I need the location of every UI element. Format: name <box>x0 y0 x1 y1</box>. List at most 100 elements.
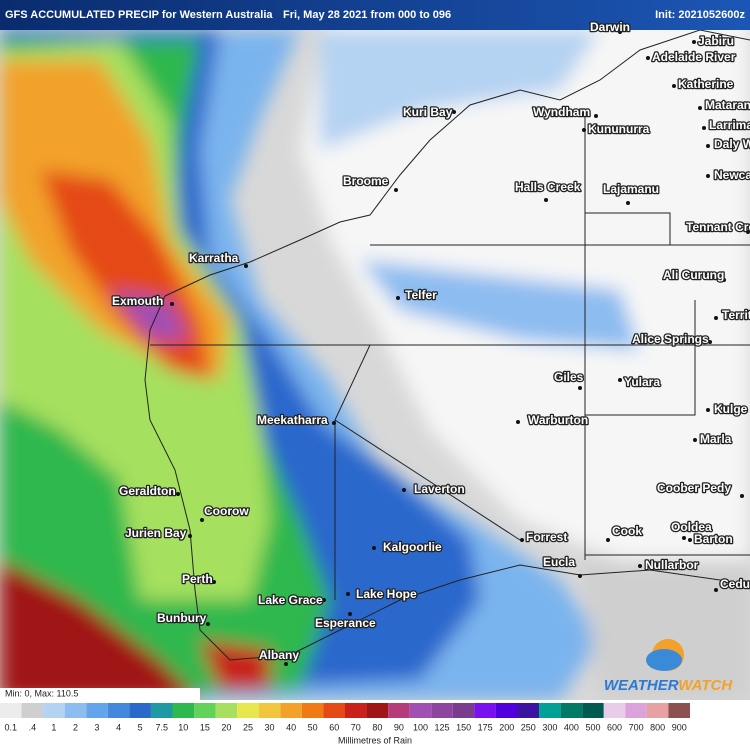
colorbar-title: Millimetres of Rain <box>338 735 412 745</box>
colorbar-label: 30 <box>265 722 275 732</box>
place-dot <box>200 518 204 522</box>
color-swatch <box>517 703 540 718</box>
place-dot <box>372 546 376 550</box>
place-label: Kununurra <box>588 122 650 136</box>
logo-text: WEATHERWATCH <box>604 677 733 694</box>
colorbar-label: 50 <box>308 722 318 732</box>
place-label: Ceduna <box>720 577 750 591</box>
colorbar-label: 40 <box>286 722 296 732</box>
place-label: Larrima <box>709 118 750 132</box>
place-label: Yulara <box>624 375 660 389</box>
colorbar-label: 3 <box>95 722 100 732</box>
place-dot <box>714 316 718 320</box>
colorbar-label: 7.5 <box>155 722 168 732</box>
color-swatch <box>560 703 583 718</box>
colorbar-label: 500 <box>585 722 600 732</box>
color-swatch <box>539 703 561 718</box>
header-bar <box>0 0 750 30</box>
place-label: Darwin <box>590 20 630 34</box>
place-label: Coober Pedy <box>657 481 731 495</box>
place-dot <box>346 592 350 596</box>
place-dot <box>672 84 676 88</box>
color-swatch <box>452 703 475 718</box>
place-dot <box>402 488 406 492</box>
place-dot <box>702 126 706 130</box>
color-swatch <box>323 703 345 718</box>
place-dot <box>714 588 718 592</box>
color-swatch <box>86 703 108 718</box>
color-swatch <box>21 703 44 718</box>
place-label: Giles <box>554 370 584 384</box>
colorbar-label: 5 <box>138 722 143 732</box>
color-swatch <box>409 703 432 718</box>
place-dot <box>692 40 696 44</box>
place-label: Kalgoorlie <box>383 540 442 554</box>
place-dot <box>706 408 710 412</box>
place-dot <box>170 302 174 306</box>
color-swatch <box>625 703 647 718</box>
place-dot <box>594 114 598 118</box>
color-swatch <box>603 703 626 718</box>
color-swatch <box>345 703 367 718</box>
place-label: Broome <box>343 174 389 188</box>
colorbar-label: 1 <box>51 722 56 732</box>
place-label: Adelaide River <box>652 50 736 64</box>
colorbar-label: .4 <box>29 722 37 732</box>
color-swatch <box>107 703 130 718</box>
place-label: Wyndham <box>533 105 590 119</box>
color-swatch <box>172 703 195 718</box>
logo-part: WATCH <box>678 677 733 694</box>
colorbar-label: 200 <box>499 722 514 732</box>
min-max: Min: 0, Max: 110.5 <box>5 688 78 698</box>
place-dot <box>582 128 586 132</box>
place-label: Tennant Creek <box>686 220 750 234</box>
run-period: Fri, May 28 2021 from 000 to 096 <box>283 9 451 21</box>
place-label: Kulge <box>714 402 748 416</box>
colorbar-label: 175 <box>478 722 493 732</box>
colorbar-label: 900 <box>672 722 687 732</box>
init-time: Init: 2021052600z <box>655 9 745 21</box>
place-label: Coorow <box>204 504 249 518</box>
place-dot <box>698 106 702 110</box>
color-swatch <box>258 703 281 718</box>
place-label: Lajamanu <box>603 182 659 196</box>
place-dot <box>332 421 336 425</box>
place-label: Lake Grace <box>258 593 323 607</box>
color-swatch <box>431 703 453 718</box>
color-swatch <box>129 703 151 718</box>
place-label: Territ <box>722 308 750 322</box>
place-dot <box>578 574 582 578</box>
place-dot <box>244 264 248 268</box>
place-dot <box>618 30 622 34</box>
place-dot <box>284 662 288 666</box>
color-swatch <box>194 703 216 718</box>
color-swatch <box>668 703 690 718</box>
place-label: Ooldea <box>671 520 712 534</box>
color-swatch <box>301 703 324 718</box>
place-dot <box>348 612 352 616</box>
colorbar-label: 80 <box>372 722 382 732</box>
color-swatch <box>582 703 604 718</box>
place-dot <box>516 420 520 424</box>
colorbar-label: 100 <box>413 722 428 732</box>
colorbar-label: 250 <box>521 722 536 732</box>
place-dot <box>606 538 610 542</box>
place-dot <box>722 278 726 282</box>
place-label: Nullarbor <box>645 558 699 572</box>
place-label: Albany <box>259 648 299 662</box>
colorbar-label: 70 <box>351 722 361 732</box>
color-swatch <box>646 703 669 718</box>
colorbar-label: 15 <box>200 722 210 732</box>
colorbar-label: 0.1 <box>5 722 18 732</box>
colorbar: 0.1 .4 1 2 3 4 5 7.5 10 15 20 25 30 40 50 60 70 80 90 100 12… <box>0 703 690 732</box>
place-label: Warburton <box>528 413 588 427</box>
stats-box <box>0 688 200 701</box>
place-label: Geraldton <box>119 484 176 498</box>
borders <box>144 29 750 661</box>
place-dot <box>394 188 398 192</box>
colorbar-label: 4 <box>116 722 121 732</box>
place-label: Lake Hope <box>356 587 417 601</box>
color-swatch <box>474 703 496 718</box>
color-swatch <box>64 703 87 718</box>
